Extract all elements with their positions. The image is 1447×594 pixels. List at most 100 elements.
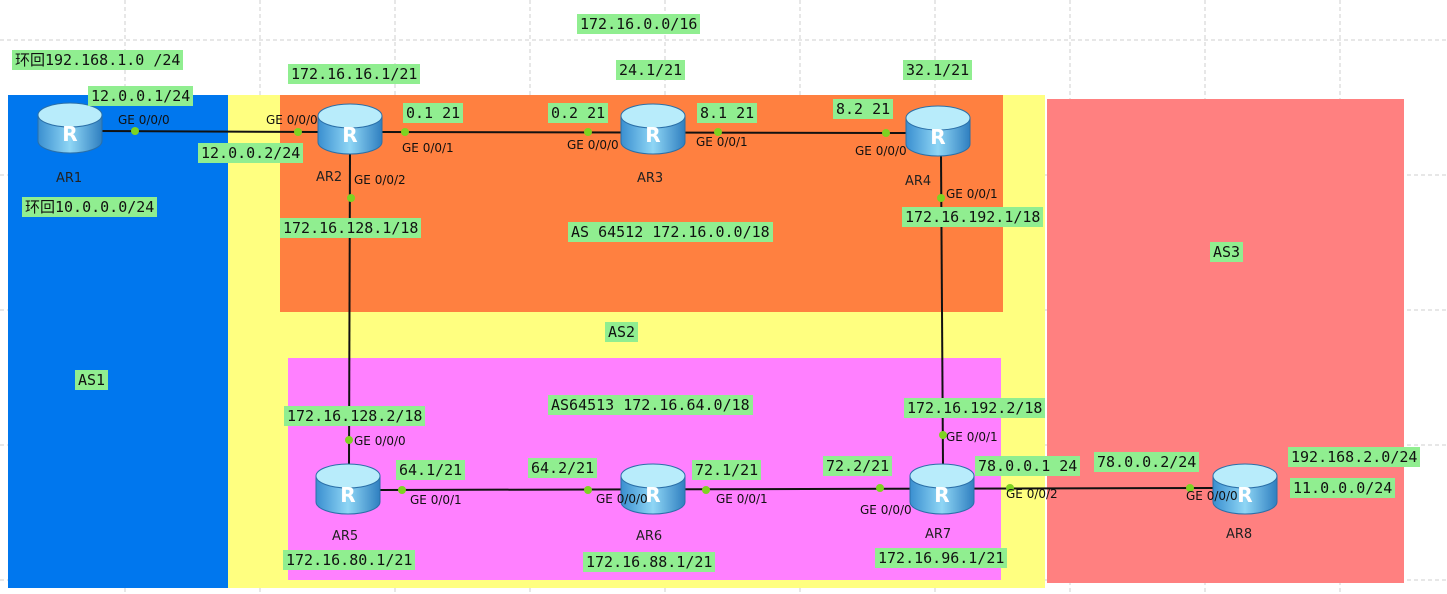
router-name: AR6 [636,529,662,544]
address-label: AS 64512 172.16.0.0/18 [568,222,773,242]
port-label: GE 0/0/1 [946,187,998,201]
routers: R AR1 R AR2 R AR3 R AR4 R AR5 R AR6 R AR7 R AR8 [37,102,1278,544]
address-label: 172.16.192.2/18 [904,398,1046,418]
address-label: AS64513 172.16.64.0/18 [548,395,753,415]
router: R [317,103,383,155]
router-icon-letter: R [934,483,949,507]
router-top [620,463,686,489]
address-label: 172.16.88.1/21 [583,552,716,572]
port-dot [876,484,884,492]
port-dot [937,194,945,202]
port-dot [401,128,409,136]
port-dots [131,127,1194,494]
port-label: GE 0/0/2 [1006,487,1058,501]
port-dot [584,486,592,494]
address-label: AS1 [75,370,109,390]
port-labels: GE 0/0/0 GE 0/0/0 GE 0/0/1 GE 0/0/2 GE 0/0/0… [118,113,1238,517]
port-dot [294,128,302,136]
address-label: 64.1/21 [396,460,466,480]
port-label: GE 0/0/1 [716,492,768,506]
address-label: 78.0.0.1 24 [975,456,1081,476]
port-label: GE 0/0/0 [354,434,406,448]
address-label: 172.16.0.0/16 [577,14,701,34]
address-label: AS2 [605,322,639,342]
router-name: AR5 [332,529,358,544]
address-label: 172.16.128.2/18 [284,406,426,426]
router-top [317,103,383,129]
router: R [620,103,686,155]
address-label: 8.1 21 [697,103,758,123]
router: R [315,463,381,515]
address-label: AS3 [1210,242,1244,262]
port-dot [939,431,947,439]
address-label: 64.2/21 [528,458,598,478]
address-label: 11.0.0.0/24 [1290,478,1396,498]
router-icon-letter: R [62,122,77,146]
address-label: 12.0.0.2/24 [198,143,304,163]
port-dot [131,127,139,135]
address-label: 环回10.0.0.0/24 [22,197,158,217]
router-icon-letter: R [645,483,660,507]
address-label: 12.0.0.1/24 [88,86,194,106]
port-dot [398,486,406,494]
port-label: GE 0/0/1 [402,141,454,155]
router-name: AR4 [905,174,931,189]
address-label: 0.2 21 [548,103,609,123]
port-dot [345,436,353,444]
port-dot [584,128,592,136]
router: R [37,102,103,154]
port-dot [702,486,710,494]
router-name: AR8 [1226,527,1252,542]
router-icon-letter: R [340,483,355,507]
address-label: 72.1/21 [692,460,762,480]
port-dot [1186,484,1194,492]
router-top [1212,463,1278,489]
address-label: 0.1 21 [403,103,464,123]
router-top [620,103,686,129]
port-dot [714,128,722,136]
port-label: GE 0/0/0 [1186,489,1238,503]
port-label: GE 0/0/1 [696,135,748,149]
router: R [620,463,686,515]
router-icon-letter: R [342,123,357,147]
address-label: 24.1/21 [616,60,686,80]
port-dot [882,129,890,137]
router-icon-letter: R [930,125,945,149]
link [377,487,1216,491]
router: R [909,463,975,515]
address-label: 32.1/21 [903,60,973,80]
address-label: 环回192.168.1.0 /24 [12,50,184,70]
port-label: GE 0/0/0 [860,503,912,517]
router-name: AR3 [637,171,663,186]
port-label: GE 0/0/0 [855,144,907,158]
as1-region [8,95,228,588]
router-top [315,463,381,489]
router-name: AR2 [316,170,342,185]
port-label: GE 0/0/0 [118,113,170,127]
router-icon-letter: R [1237,483,1252,507]
port-label: GE 0/0/1 [946,430,998,444]
router-icon-letter: R [645,123,660,147]
address-label: 172.16.16.1/21 [288,64,421,84]
address-label: 172.16.192.1/18 [902,207,1044,227]
router-name: AR1 [56,171,82,186]
router: R [1212,463,1278,515]
router: R [905,105,971,157]
port-label: GE 0/0/0 [567,138,619,152]
address-label: 172.16.80.1/21 [283,550,416,570]
port-label: GE 0/0/0 [266,113,318,127]
address-label: 8.2 21 [833,99,894,119]
address-label: 192.168.2.0/24 [1288,447,1421,467]
address-label: 78.0.0.2/24 [1094,452,1200,472]
port-label: GE 0/0/1 [410,493,462,507]
address-label: 72.2/21 [823,456,893,476]
router-top [905,105,971,131]
address-label: 172.16.128.1/18 [280,218,422,238]
address-label: 172.16.96.1/21 [875,548,1008,568]
router-name: AR7 [925,527,951,542]
router-top [37,102,103,128]
port-label: GE 0/0/2 [354,173,406,187]
port-dot [1006,484,1014,492]
